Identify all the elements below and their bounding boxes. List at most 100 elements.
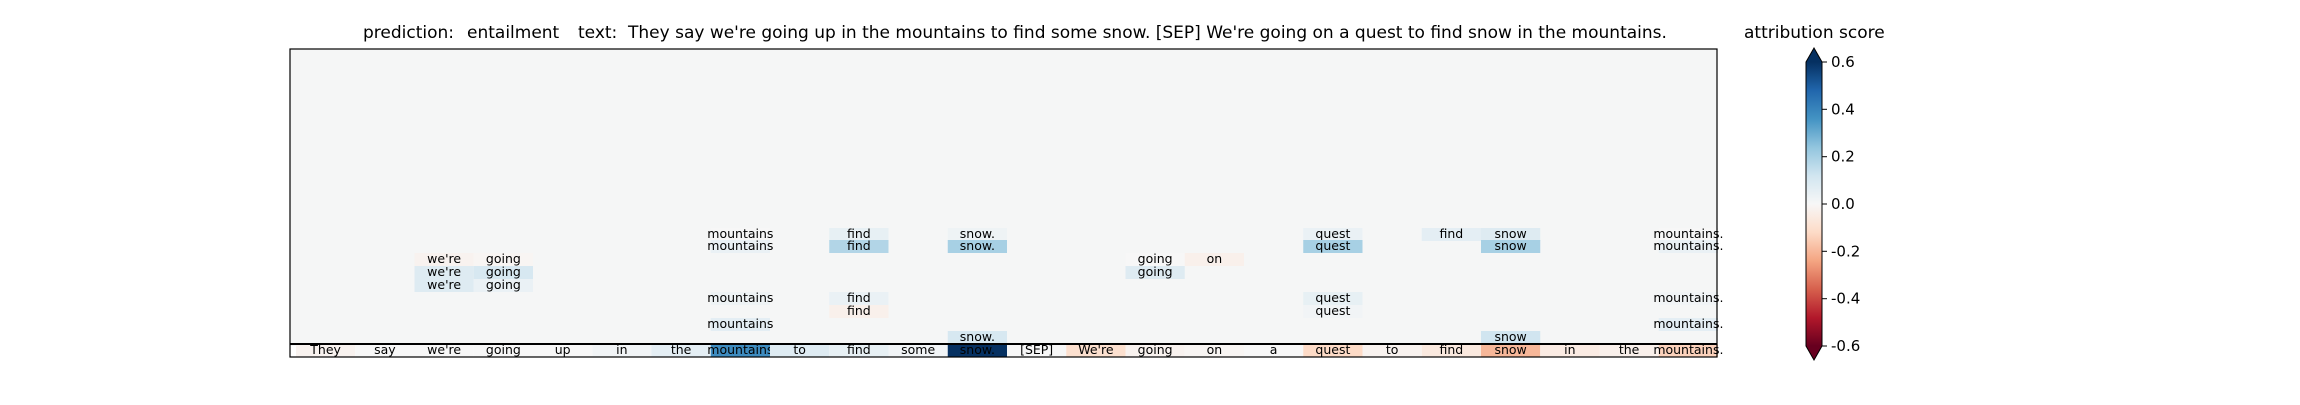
token-cell-in xyxy=(1540,344,1600,357)
plot-frame xyxy=(289,48,1718,358)
layer2-cell-quest xyxy=(1303,240,1363,253)
prediction-value: entailment xyxy=(467,23,560,43)
token-label-mountains: mountains xyxy=(707,342,773,357)
layer7-label-find: find xyxy=(847,303,871,318)
colorbar-tick-label: -0.2 xyxy=(1831,242,1860,260)
token-cell-find xyxy=(1421,344,1481,357)
token-cell-going xyxy=(1125,344,1185,357)
layer7-cell-quest xyxy=(1303,305,1363,318)
layer5-label-going: going xyxy=(486,277,521,292)
colorbar-max-arrow xyxy=(1806,48,1822,62)
layer2-label-snow: snow xyxy=(1494,238,1526,253)
token-label-snow: snow. xyxy=(960,342,995,357)
layer6-label-quest: quest xyxy=(1315,290,1350,305)
colorbar-tick-label: 0.6 xyxy=(1831,53,1855,71)
token-label-going: going xyxy=(1138,342,1173,357)
token-cell-find xyxy=(829,344,889,357)
layer3-label-we-re: we're xyxy=(427,251,461,266)
token-cell-snow xyxy=(947,344,1007,357)
layer1-label-mountains: mountains. xyxy=(1653,226,1723,241)
token-label-snow: snow xyxy=(1494,342,1526,357)
layer1-cell-find xyxy=(829,228,889,241)
layer1-label-snow: snow. xyxy=(960,226,995,241)
layer2-cell-snow xyxy=(947,240,1007,253)
layer2-label-find: find xyxy=(847,238,871,253)
token-cell-in xyxy=(592,344,652,357)
token-cell-quest xyxy=(1303,344,1363,357)
layer6-label-mountains: mountains. xyxy=(1653,290,1723,305)
token-cell-mountains xyxy=(1658,344,1718,357)
token-label-say: say xyxy=(374,342,396,357)
token-label-they: They xyxy=(309,342,341,357)
layer4-label-we-re: we're xyxy=(427,264,461,279)
token-label-some: some xyxy=(901,342,935,357)
token-label-going: going xyxy=(486,342,521,357)
layer6-cell-find xyxy=(829,292,889,305)
colorbar-ticks: 0.6 0.4 0.2 0.0 -0.2 -0.4 -0.6 xyxy=(1822,53,1860,355)
token-label-find: find xyxy=(1440,342,1464,357)
layer7-label-quest: quest xyxy=(1315,303,1350,318)
layer2-label-quest: quest xyxy=(1315,238,1350,253)
colorbar xyxy=(1806,62,1822,346)
token-label-the: the xyxy=(671,342,692,357)
token-cell-they xyxy=(296,344,356,357)
token-cell-to xyxy=(1362,344,1422,357)
token-label-to: to xyxy=(1386,342,1399,357)
text-value: They say we're going up in the mountains… xyxy=(627,23,1667,43)
layer1-label-snow: snow xyxy=(1494,226,1526,241)
layer4-cell-going xyxy=(1125,266,1185,279)
colorbar-min-arrow xyxy=(1806,346,1822,360)
layer2-cell-mountains xyxy=(1658,240,1718,253)
layer3-cell-going xyxy=(1125,253,1185,266)
token-cell-sep xyxy=(1007,344,1067,357)
layer1-cell-quest xyxy=(1303,228,1363,241)
layer1-cell-mountains xyxy=(710,228,770,241)
token-label-we-re: We're xyxy=(1078,342,1114,357)
layer5-cell-we-re xyxy=(414,279,474,292)
token-cell-the xyxy=(1599,344,1659,357)
token-label-in: in xyxy=(616,342,627,357)
token-cell-on xyxy=(1184,344,1244,357)
layer2-cell-find xyxy=(829,240,889,253)
layer9-label-snow: snow. xyxy=(960,329,995,344)
token-label-sep: [SEP] xyxy=(1020,342,1053,357)
layer4-label-going: going xyxy=(1138,264,1173,279)
colorbar-tick-label: -0.6 xyxy=(1831,337,1860,355)
layer6-label-find: find xyxy=(847,290,871,305)
colorbar-tick-label: -0.4 xyxy=(1831,290,1860,308)
token-cell-say xyxy=(355,344,415,357)
layer8-cell-mountains xyxy=(710,318,770,331)
token-label-up: up xyxy=(555,342,571,357)
token-label-the: the xyxy=(1619,342,1640,357)
layer7-cell-find xyxy=(829,305,889,318)
layer8-label-mountains: mountains. xyxy=(1653,316,1723,331)
prediction-label: prediction: xyxy=(363,23,454,43)
layer3-cell-we-re xyxy=(414,253,474,266)
layer3-label-on: on xyxy=(1207,251,1223,266)
layer3-cell-going xyxy=(473,253,533,266)
token-label-on: on xyxy=(1207,342,1223,357)
token-cell-we-re xyxy=(1066,344,1126,357)
token-label-mountains: mountains. xyxy=(1653,342,1723,357)
token-cell-we-re xyxy=(414,344,474,357)
layer1-label-find: find xyxy=(1440,226,1464,241)
colorbar-tick-label: 0.0 xyxy=(1831,195,1855,213)
heatmap-cells: They say we're going up in the mountains to find s… xyxy=(296,226,1723,357)
token-label-find: find xyxy=(847,342,871,357)
layer9-cell-snow xyxy=(947,331,1007,344)
token-cell-mountains xyxy=(710,344,770,357)
token-cell-some xyxy=(888,344,948,357)
layer3-label-going: going xyxy=(486,251,521,266)
layer2-label-mountains: mountains xyxy=(707,238,773,253)
layer1-label-quest: quest xyxy=(1315,226,1350,241)
layer2-label-snow: snow. xyxy=(960,238,995,253)
layer1-label-mountains: mountains xyxy=(707,226,773,241)
token-cell-a xyxy=(1244,344,1304,357)
token-label-a: a xyxy=(1270,342,1278,357)
layer2-label-mountains: mountains. xyxy=(1653,238,1723,253)
token-cell-going xyxy=(473,344,533,357)
layer5-label-we-re: we're xyxy=(427,277,461,292)
layer3-cell-on xyxy=(1184,253,1244,266)
layer8-label-mountains: mountains xyxy=(707,316,773,331)
